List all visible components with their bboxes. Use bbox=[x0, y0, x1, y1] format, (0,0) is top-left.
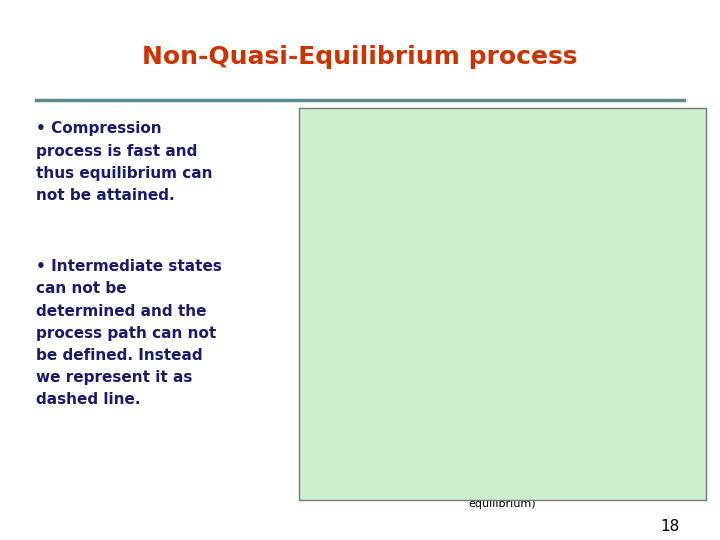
Text: 90 pa: 90 pa bbox=[387, 409, 422, 422]
Text: P: P bbox=[310, 129, 320, 144]
Ellipse shape bbox=[333, 377, 420, 455]
Text: (b) Fast  compression (non quasi-
equilibrium): (b) Fast compression (non quasi- equilib… bbox=[410, 487, 595, 509]
Text: 18: 18 bbox=[660, 519, 679, 534]
Bar bbox=[647, 402, 679, 430]
Bar bbox=[573, 402, 587, 430]
Ellipse shape bbox=[333, 391, 381, 441]
Bar bbox=[465, 359, 487, 473]
Ellipse shape bbox=[333, 402, 357, 430]
Bar bbox=[487, 405, 573, 427]
Bar bbox=[308, 359, 465, 473]
Ellipse shape bbox=[642, 403, 652, 429]
Text: State 2: State 2 bbox=[423, 137, 465, 150]
Text: Non-equilibruim
process: Non-equilibruim process bbox=[526, 177, 621, 205]
Text: Non-Quasi-Equilibrium process: Non-Quasi-Equilibrium process bbox=[143, 45, 577, 69]
Text: 90: 90 bbox=[306, 163, 322, 176]
Text: ?: ? bbox=[355, 215, 369, 239]
Text: V: V bbox=[685, 345, 697, 360]
Text: 20 pa: 20 pa bbox=[312, 460, 343, 470]
Bar bbox=[487, 359, 695, 473]
Ellipse shape bbox=[568, 403, 577, 429]
Text: 20: 20 bbox=[306, 289, 322, 302]
Text: State 1: State 1 bbox=[641, 302, 683, 315]
Text: • Intermediate states
can not be
determined and the
process path can not
be defi: • Intermediate states can not be determi… bbox=[36, 259, 222, 407]
Ellipse shape bbox=[325, 366, 459, 465]
Text: • Compression
process is fast and
thus equilibrium can
not be attained.: • Compression process is fast and thus e… bbox=[36, 122, 212, 203]
Text: 20 pa: 20 pa bbox=[312, 368, 343, 377]
